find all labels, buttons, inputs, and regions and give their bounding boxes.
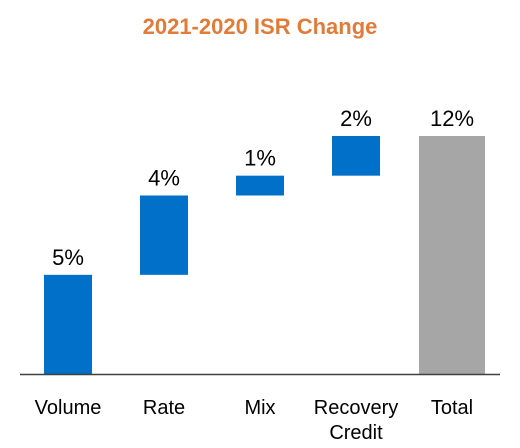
bar-total xyxy=(419,136,485,374)
data-label: 1% xyxy=(244,146,276,171)
bar-volume xyxy=(44,274,92,374)
data-label: 4% xyxy=(148,166,180,191)
bar-rate xyxy=(140,195,188,275)
data-label: 2% xyxy=(340,106,372,131)
category-labels-layer: Volume Rate Mix Recovery Credit Total xyxy=(35,397,473,444)
bar-recovery-credit xyxy=(332,136,380,176)
category-label: Credit xyxy=(329,422,383,444)
value-labels-layer: 5% 4% 1% 2% 12% xyxy=(52,106,474,270)
category-label: Recovery xyxy=(314,397,398,419)
chart-title: 2021-2020 ISR Change xyxy=(142,14,378,39)
category-label: Total xyxy=(431,397,473,419)
data-label: 12% xyxy=(430,106,474,131)
category-label: Mix xyxy=(244,397,275,419)
bars-layer xyxy=(44,136,485,374)
category-label: Rate xyxy=(143,397,185,419)
category-label: Volume xyxy=(35,397,102,419)
data-label: 5% xyxy=(52,245,84,270)
bar-mix xyxy=(236,175,284,196)
